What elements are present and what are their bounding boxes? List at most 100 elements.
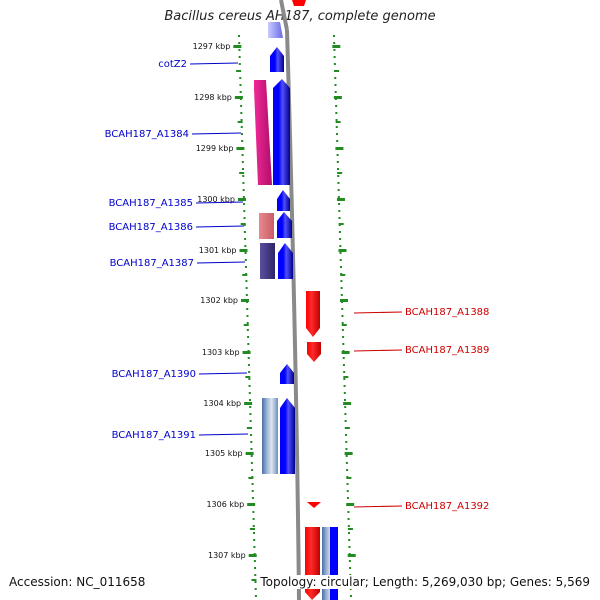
scale-dot (250, 434, 253, 436)
major-tick (236, 147, 245, 150)
gene-feature[interactable] (305, 527, 320, 600)
scale-dot (244, 252, 247, 254)
scale-dot (240, 105, 243, 107)
gene-label[interactable]: BCAH187_A1389 (405, 345, 489, 356)
gene-feature[interactable] (254, 80, 272, 185)
scale-dot (247, 343, 250, 345)
gene-label[interactable]: BCAH187_A1386 (109, 222, 193, 233)
scale-dot (248, 385, 251, 387)
scale-dot (347, 525, 350, 527)
gene-feature[interactable] (307, 502, 321, 508)
minor-tick (240, 223, 246, 225)
tick-label: 1301 kbp (199, 246, 237, 255)
scale-dot (345, 448, 348, 450)
scale-dot (249, 406, 252, 408)
scale-dot (337, 196, 340, 198)
scale-dot (347, 511, 350, 513)
scale-dot (333, 56, 336, 58)
minor-tick (343, 376, 349, 378)
scale-dot (343, 385, 346, 387)
scale-dot (254, 595, 257, 597)
scale-dot (335, 119, 338, 121)
scale-dot (238, 56, 241, 58)
scale-dot (349, 588, 352, 590)
gene-label[interactable]: BCAH187_A1388 (405, 307, 489, 318)
reverse-strand-genes (305, 291, 338, 600)
major-tick (332, 45, 341, 48)
gene-label[interactable]: BCAH187_A1387 (110, 258, 194, 269)
gene-feature[interactable] (280, 364, 294, 384)
scale-dot (238, 63, 241, 65)
scale-dot (339, 252, 342, 254)
gene-label[interactable]: cotZ2 (158, 59, 187, 70)
scale-dot (251, 469, 254, 471)
scale-dot (336, 161, 339, 163)
scale-dot (244, 259, 247, 261)
scale-dot (338, 203, 341, 205)
scale-dot (343, 399, 346, 401)
gene-label[interactable]: BCAH187_A1384 (105, 129, 189, 140)
scale-dot (343, 392, 346, 394)
gene-feature[interactable] (277, 212, 292, 238)
major-tick (234, 96, 243, 99)
major-tick (244, 402, 253, 405)
scale-dot (339, 266, 342, 268)
scale-dot (248, 399, 251, 401)
scale-dot (239, 91, 242, 93)
gene-feature[interactable] (259, 213, 274, 239)
gene-feature[interactable] (270, 47, 284, 72)
scale-dot (244, 266, 247, 268)
scale-dot (340, 287, 343, 289)
scale-dot (334, 77, 337, 79)
minor-tick (340, 274, 346, 276)
scale-dot (240, 119, 243, 121)
scale-dot (340, 294, 343, 296)
minor-tick (346, 477, 352, 479)
gene-feature[interactable] (273, 79, 290, 185)
scale-dot (252, 511, 255, 513)
scale-dot (336, 140, 339, 142)
gene-label[interactable]: BCAH187_A1385 (109, 198, 193, 209)
major-tick (347, 554, 356, 557)
scale-dot (238, 35, 240, 37)
scale-dot (248, 371, 251, 373)
gene-feature[interactable] (280, 398, 295, 474)
scale-dot (253, 546, 256, 548)
minor-tick (338, 223, 344, 225)
scale-dot (240, 112, 243, 114)
tick-label: 1304 kbp (203, 399, 241, 408)
minor-tick (344, 427, 350, 429)
gene-feature[interactable] (306, 291, 320, 337)
gene-feature[interactable] (278, 243, 293, 279)
gene-feature[interactable] (330, 527, 338, 600)
gene-label[interactable]: BCAH187_A1391 (112, 430, 196, 441)
scale-dot (335, 133, 338, 135)
gene-feature[interactable] (268, 22, 283, 38)
major-tick (344, 452, 353, 455)
scale-dot (337, 182, 340, 184)
gene-feature[interactable] (277, 190, 290, 211)
scale-dot (254, 581, 257, 583)
gene-feature[interactable] (307, 342, 321, 362)
scale-dot (338, 231, 341, 233)
scale-dot (247, 357, 250, 359)
gene-feature[interactable] (260, 243, 275, 279)
gene-label[interactable]: BCAH187_A1392 (405, 501, 489, 512)
scale-dot (337, 175, 340, 177)
gene-label[interactable]: BCAH187_A1390 (112, 369, 196, 380)
genome-summary-text: Topology: circular; Length: 5,269,030 bp… (258, 575, 590, 589)
axis-ticks: 1297 kbp 1298 kbp 1299 kbp 1300 kbp 1301 kbp… (193, 42, 356, 581)
scale-dot (341, 329, 344, 331)
scale-dot (342, 364, 345, 366)
tick-label: 1306 kbp (206, 500, 244, 509)
scale-dot (346, 469, 349, 471)
leader-line (198, 372, 248, 375)
scale-dot (240, 126, 243, 128)
leader-line (189, 62, 239, 65)
diagram-title: Bacillus cereus AH187, complete genome (164, 9, 436, 24)
scale-dot (349, 595, 352, 597)
gene-feature[interactable] (262, 398, 278, 474)
scale-dot (250, 441, 253, 443)
tick-label: 1307 kbp (208, 551, 246, 560)
scale-dot (249, 420, 252, 422)
